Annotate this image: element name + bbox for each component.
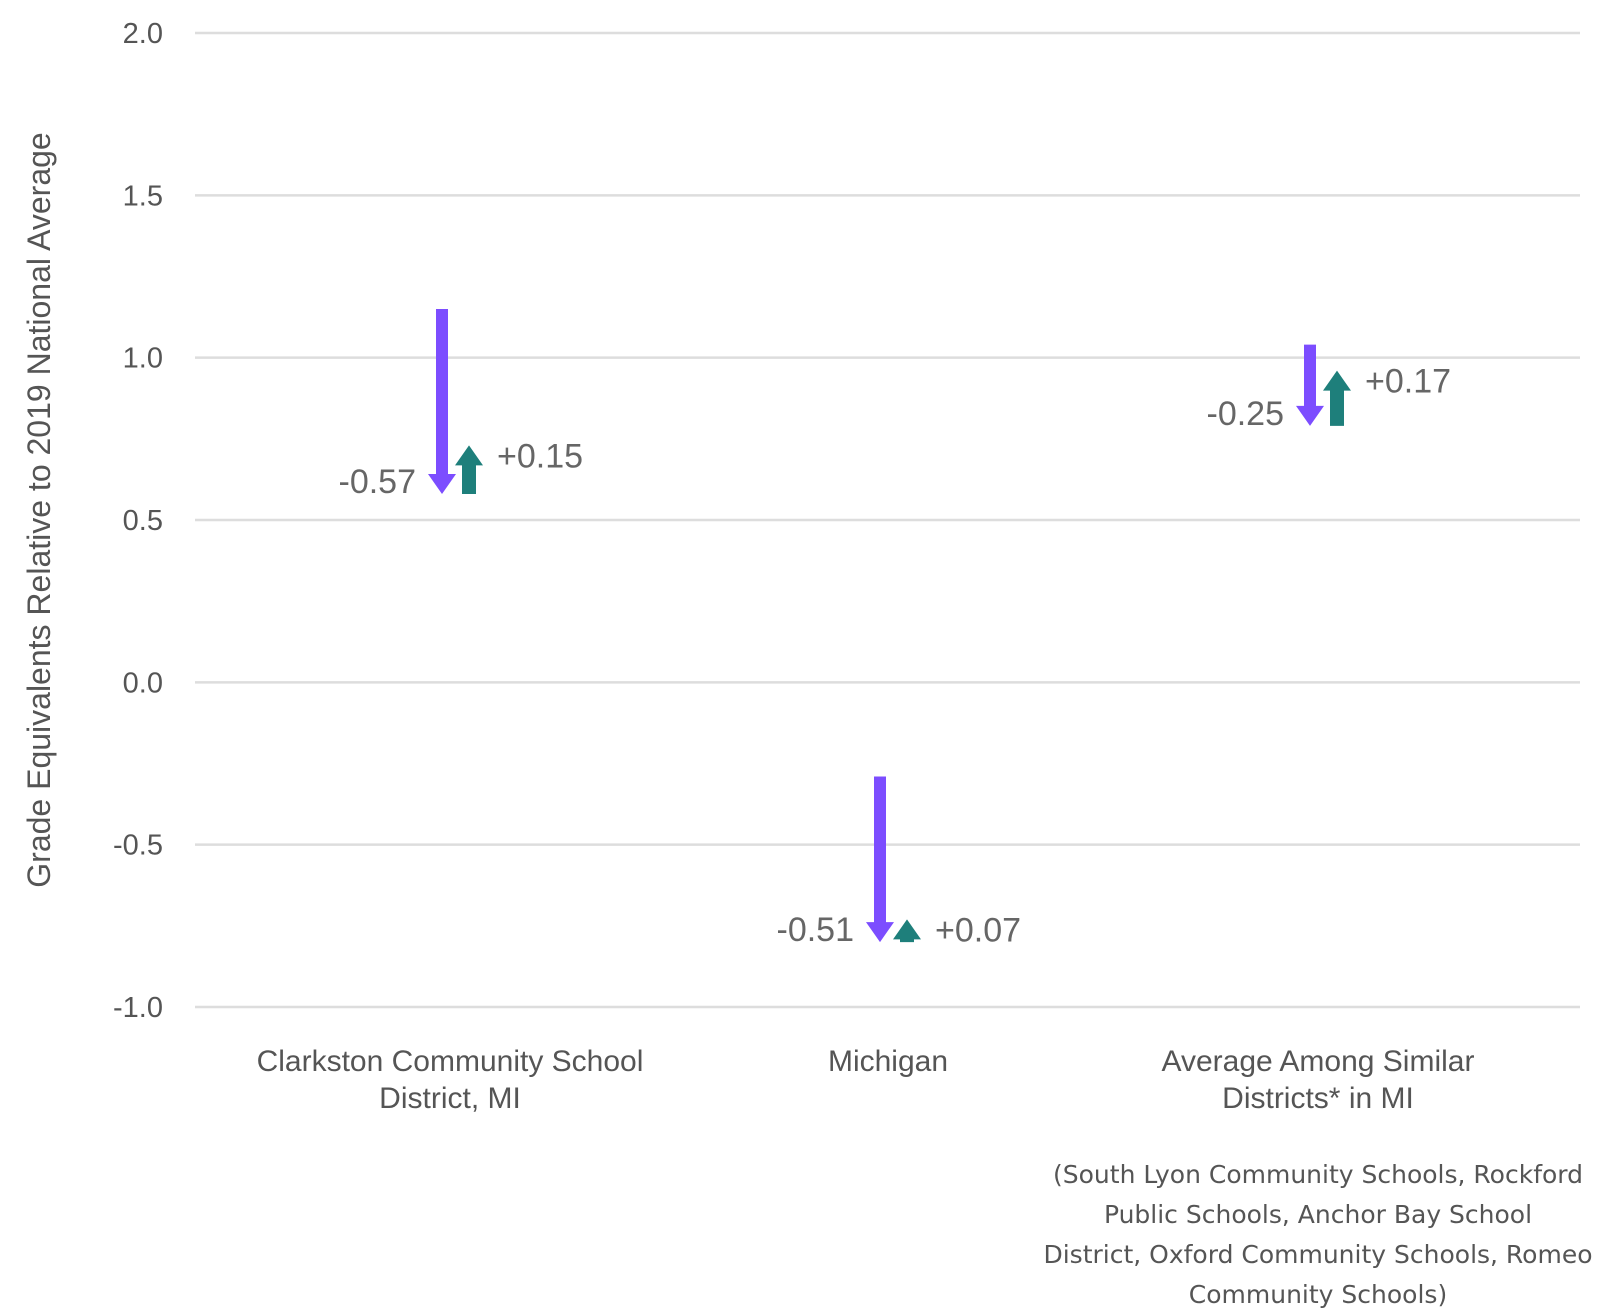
recovery-arrow xyxy=(455,445,483,495)
recovery-arrow xyxy=(893,919,921,943)
y-tick-label: 0.0 xyxy=(123,667,163,699)
y-axis-title: Grade Equivalents Relative to 2019 Natio… xyxy=(21,132,57,887)
category-note: Public Schools, Anchor Bay School xyxy=(1104,1200,1532,1229)
y-tick-label: 1.0 xyxy=(123,343,163,375)
category-note: District, Oxford Community Schools, Rome… xyxy=(1043,1240,1592,1269)
decline-arrow xyxy=(1296,344,1324,426)
category-label: District, MI xyxy=(379,1082,521,1115)
decline-arrow xyxy=(428,308,456,495)
decline-value-label: -0.57 xyxy=(339,463,417,501)
category-label: Average Among Similar xyxy=(1162,1045,1475,1078)
recovery-value-label: +0.07 xyxy=(935,911,1021,949)
data-labels: -0.57 +0.15 -0.51 +0.07 -0.25 +0.17 xyxy=(339,363,1452,950)
y-tick-labels: 2.0 1.5 1.0 0.5 0.0 -0.5 -1.0 xyxy=(113,18,163,1024)
category-note: Community Schools) xyxy=(1189,1280,1447,1309)
recovery-value-label: +0.17 xyxy=(1365,363,1451,401)
decline-value-label: -0.25 xyxy=(1207,395,1285,433)
category-label: Michigan xyxy=(828,1045,948,1078)
category-label: Districts* in MI xyxy=(1222,1082,1414,1115)
y-tick-label: 1.5 xyxy=(123,180,163,212)
y-tick-label: -1.0 xyxy=(113,992,163,1024)
recovery-arrow xyxy=(1323,370,1351,426)
gridlines xyxy=(195,31,1580,1009)
y-tick-label: 2.0 xyxy=(123,18,163,50)
arrows xyxy=(428,308,1351,943)
decline-value-label: -0.51 xyxy=(777,911,855,949)
category-labels: Clarkston Community School District, MI Mi… xyxy=(257,1045,1593,1309)
recovery-value-label: +0.15 xyxy=(497,437,583,475)
y-tick-label: 0.5 xyxy=(123,505,163,537)
category-note: (South Lyon Community Schools, Rockford xyxy=(1053,1160,1583,1189)
decline-arrow xyxy=(866,776,894,943)
y-tick-label: -0.5 xyxy=(113,830,163,862)
category-label: Clarkston Community School xyxy=(257,1045,644,1078)
